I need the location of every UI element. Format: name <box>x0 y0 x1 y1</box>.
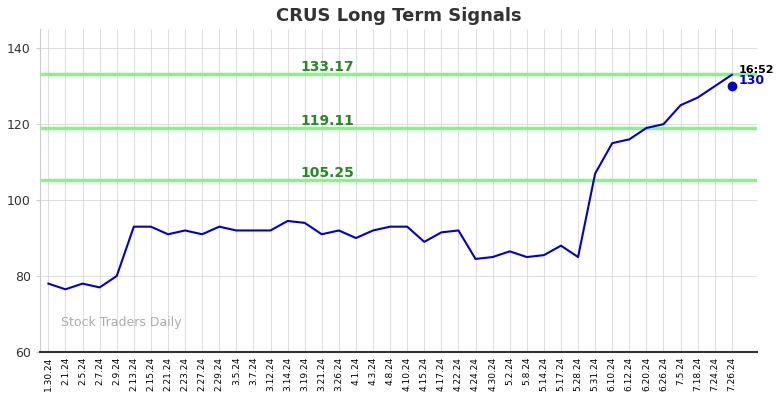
Text: 105.25: 105.25 <box>300 166 354 180</box>
Text: Stock Traders Daily: Stock Traders Daily <box>61 316 182 329</box>
Text: 133.17: 133.17 <box>300 60 354 74</box>
Text: 16:52: 16:52 <box>739 65 774 75</box>
Title: CRUS Long Term Signals: CRUS Long Term Signals <box>276 7 521 25</box>
Text: 119.11: 119.11 <box>300 113 354 127</box>
Text: 130: 130 <box>739 74 765 87</box>
